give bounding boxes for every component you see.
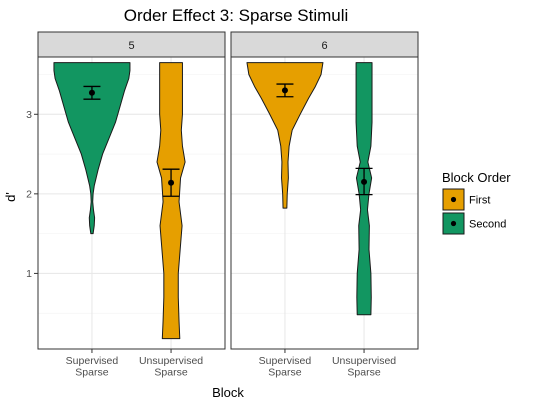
x-tick-label: Unsupervised Sparse xyxy=(139,355,203,379)
x-tick-label: Supervised Sparse xyxy=(66,355,119,379)
x-axis: Supervised Sparse Unsupervised Sparse Superv… xyxy=(66,349,396,379)
violin-first xyxy=(156,62,186,340)
panel-background xyxy=(231,57,418,349)
legend-key-second: Second xyxy=(442,212,506,235)
violin-second xyxy=(53,62,131,235)
x-tick-label: Supervised Sparse xyxy=(259,355,312,379)
y-tick-label: 1 xyxy=(26,268,32,280)
legend-point xyxy=(450,196,457,203)
violin-first xyxy=(246,62,324,209)
violin-shape xyxy=(156,62,186,340)
x-axis-title: Block xyxy=(212,385,244,400)
facet-strip xyxy=(230,31,419,58)
legend-point xyxy=(450,220,457,227)
facet-strip xyxy=(37,31,226,58)
legend-label: First xyxy=(469,195,490,207)
facet-strip-label: 6 xyxy=(321,40,327,52)
chart-title: Order Effect 3: Sparse Stimuli xyxy=(124,6,349,25)
facet-panel-6: 6 xyxy=(230,31,419,350)
violin-shape xyxy=(53,62,131,235)
facet-strip-label: 5 xyxy=(128,40,134,52)
mean-point xyxy=(281,87,288,94)
violin-second xyxy=(355,62,373,316)
violin-shape xyxy=(246,62,324,209)
legend-label: Second xyxy=(469,219,506,231)
y-axis: 1 2 3 xyxy=(26,109,38,280)
y-tick-label: 3 xyxy=(26,109,32,121)
facet-panel-5: 5 xyxy=(37,31,226,350)
legend: Block Order First Second xyxy=(442,170,511,235)
mean-point xyxy=(168,179,175,186)
legend-title: Block Order xyxy=(442,170,511,185)
y-tick-label: 2 xyxy=(26,189,32,201)
y-axis-title: d' xyxy=(3,192,18,202)
panel-border xyxy=(230,56,419,350)
x-tick-label: Unsupervised Sparse xyxy=(332,355,396,379)
mean-point xyxy=(361,178,368,185)
panel-border xyxy=(37,56,226,350)
mean-point xyxy=(88,89,95,96)
legend-key-first: First xyxy=(442,188,490,211)
